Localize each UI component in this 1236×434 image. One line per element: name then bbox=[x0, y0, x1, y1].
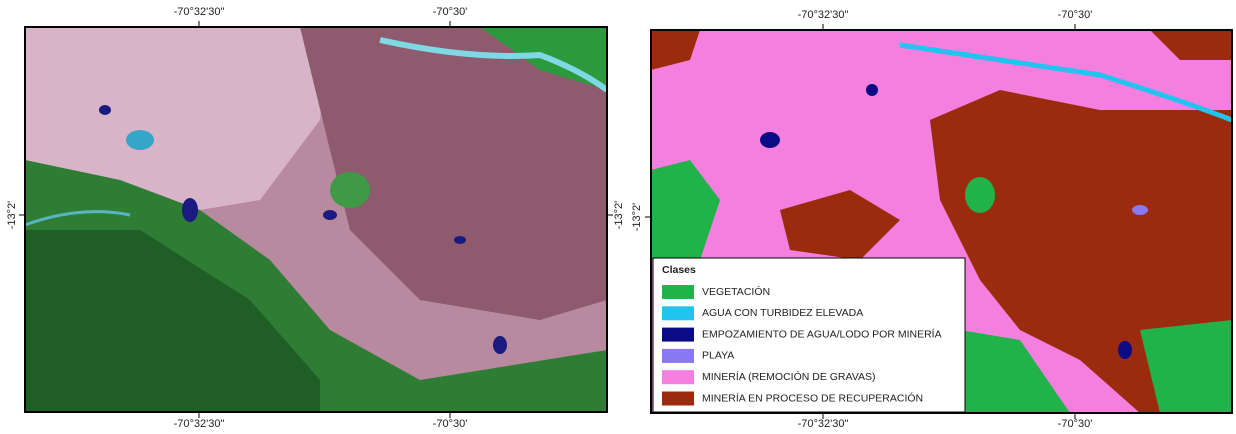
coord-label: -70°30' bbox=[433, 418, 468, 429]
coord-label: -13°2' bbox=[613, 201, 625, 230]
legend-swatch bbox=[662, 370, 694, 385]
legend-label: PLAYA bbox=[702, 350, 734, 362]
map-frame bbox=[650, 29, 1233, 414]
legend-label: MINERÍA (REMOCIÓN DE GRAVAS) bbox=[702, 370, 875, 383]
legend-swatch bbox=[662, 327, 694, 342]
legend-label: AGUA CON TURBIDEZ ELEVADA bbox=[702, 307, 863, 319]
coord-label: -13°2' bbox=[631, 203, 643, 232]
coord-label: -13°2' bbox=[6, 201, 18, 230]
legend: Clases VEGETACIÓN AGUA CON TURBIDEZ ELEVA… bbox=[652, 257, 966, 413]
coord-label: -70°32'30" bbox=[174, 418, 225, 429]
legend-label: VEGETACIÓN bbox=[702, 285, 770, 298]
legend-swatch bbox=[662, 391, 694, 406]
legend-swatch bbox=[662, 306, 694, 321]
legend-label: EMPOZAMIENTO DE AGUA/LODO POR MINERÍA bbox=[702, 327, 942, 340]
legend-title: Clases bbox=[662, 264, 696, 276]
coord-label: -70°32'30" bbox=[174, 6, 225, 18]
coord-label: -70°30' bbox=[1058, 418, 1093, 429]
coord-label: -70°30' bbox=[433, 6, 468, 18]
satellite-image bbox=[25, 27, 607, 412]
legend-swatch bbox=[662, 348, 694, 363]
legend-swatch bbox=[662, 285, 694, 299]
legend-label: MINERÍA EN PROCESO DE RECUPERACIÓN bbox=[702, 391, 923, 404]
coord-label: -70°30' bbox=[1058, 9, 1093, 21]
coord-label: -70°32'30" bbox=[798, 418, 849, 429]
map-frame bbox=[24, 26, 608, 413]
coord-label: -70°32'30" bbox=[798, 9, 849, 21]
